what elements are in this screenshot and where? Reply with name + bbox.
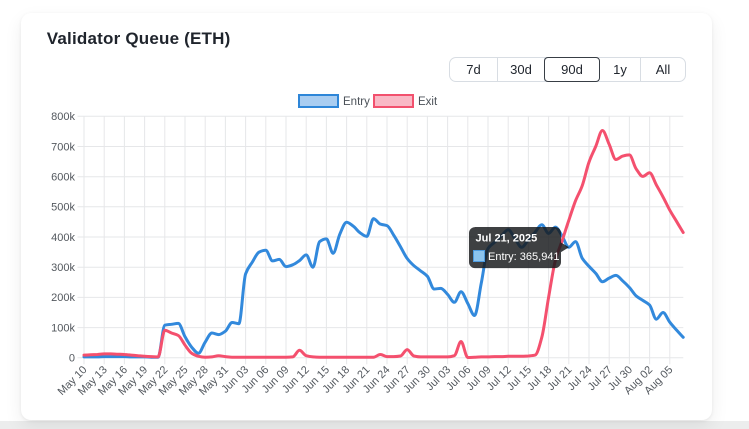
svg-text:0: 0 [69,353,75,365]
svg-text:100k: 100k [51,322,75,334]
svg-text:Exit: Exit [418,96,438,108]
svg-text:800k: 800k [51,111,75,123]
svg-text:Jul 21, 2025: Jul 21, 2025 [476,233,538,245]
svg-text:600k: 600k [51,172,75,184]
svg-text:Entry: 365,941: Entry: 365,941 [488,251,560,263]
svg-text:Entry: Entry [343,96,370,108]
svg-text:700k: 700k [51,141,75,153]
svg-text:300k: 300k [51,262,75,274]
svg-text:400k: 400k [51,232,75,244]
svg-text:200k: 200k [51,292,75,304]
svg-text:500k: 500k [51,202,75,214]
